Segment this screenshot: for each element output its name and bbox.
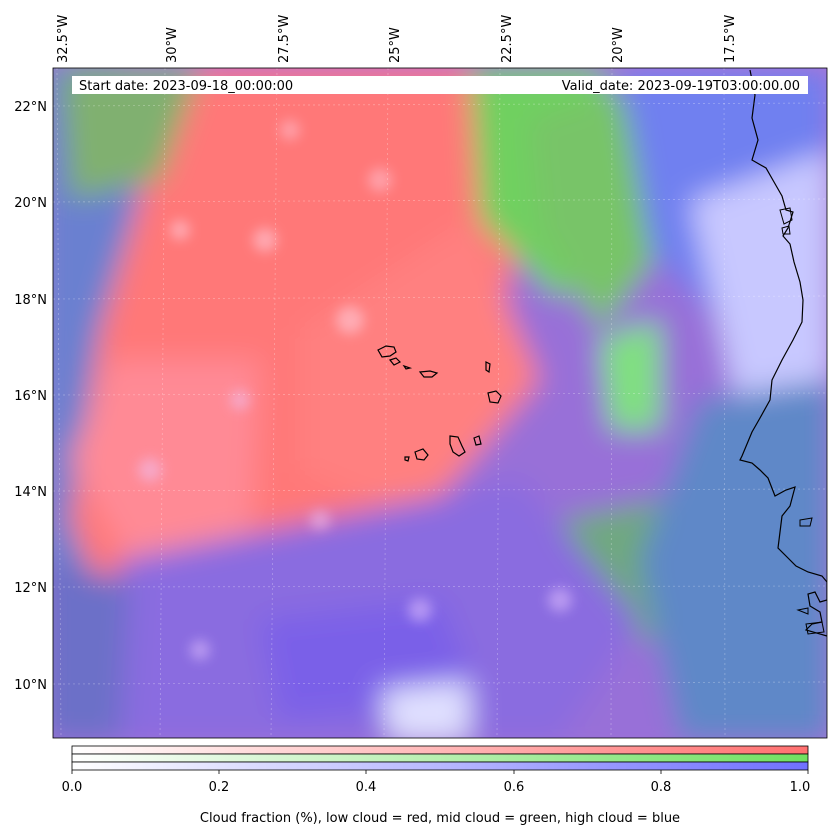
colorbar-caption: Cloud fraction (%), low cloud = red, mid… xyxy=(200,811,680,826)
colorbar-tick: 0.6 xyxy=(504,780,525,795)
island-sao-vicente xyxy=(388,357,402,366)
island-maio xyxy=(473,435,482,446)
colorbar-tick: 0.0 xyxy=(62,780,83,795)
island-sao-nicolau xyxy=(418,370,439,378)
lat-label: 14°N xyxy=(14,485,47,500)
colorbar-low-cloud xyxy=(71,745,809,755)
island-sal xyxy=(485,361,491,374)
coast-island xyxy=(779,207,825,635)
colorbar-mid-cloud xyxy=(71,753,809,763)
colorbar-tick: 0.8 xyxy=(651,780,672,795)
colorbar-tick: 1.0 xyxy=(790,780,811,795)
lat-label: 18°N xyxy=(14,293,47,308)
colorbar: 0.0 0.2 0.4 0.6 0.8 1.0 Cloud fraction (… xyxy=(62,745,811,826)
island-boa-vista xyxy=(487,390,502,404)
island-santa-luzia xyxy=(402,364,413,370)
island-brava xyxy=(404,456,410,462)
colorbar-high-cloud xyxy=(71,761,809,771)
date-header-box xyxy=(72,76,808,94)
lat-label: 22°N xyxy=(14,100,47,115)
colorbar-tick: 0.4 xyxy=(356,780,377,795)
cloud-field xyxy=(53,68,827,738)
lat-label: 12°N xyxy=(14,581,47,596)
graticule xyxy=(53,68,827,738)
lon-label: 22.5°W xyxy=(500,15,515,63)
cloud-speckles xyxy=(138,120,572,660)
lon-label: 30°W xyxy=(165,27,180,63)
lon-label: 20°W xyxy=(611,27,626,63)
lon-label: 25°W xyxy=(388,27,403,63)
latitude-labels: 22°N 20°N 18°N 16°N 14°N 12°N 10°N xyxy=(14,100,47,693)
cape-verde-islands xyxy=(377,345,502,462)
longitude-labels: 32.5°W 30°W 27.5°W 25°W 22.5°W 20°W 17.5… xyxy=(56,15,738,63)
lat-label: 16°N xyxy=(14,389,47,404)
lat-label: 10°N xyxy=(14,678,47,693)
map-panel xyxy=(53,68,827,738)
map-frame xyxy=(52,67,828,739)
lon-label: 17.5°W xyxy=(723,15,738,63)
lat-label: 20°N xyxy=(14,196,47,211)
lon-label: 32.5°W xyxy=(56,15,71,63)
colorbar-tick: 0.2 xyxy=(209,780,230,795)
island-santiago xyxy=(449,435,466,457)
island-fogo xyxy=(414,448,429,461)
island-santo-antao xyxy=(377,345,397,358)
lon-label: 27.5°W xyxy=(277,15,292,63)
start-date-label: Start date: 2023-09-18_00:00:00 xyxy=(79,79,293,94)
africa-coastline xyxy=(739,69,827,637)
valid-date-label: Valid_date: 2023-09-19T03:00:00.00 xyxy=(562,79,800,94)
